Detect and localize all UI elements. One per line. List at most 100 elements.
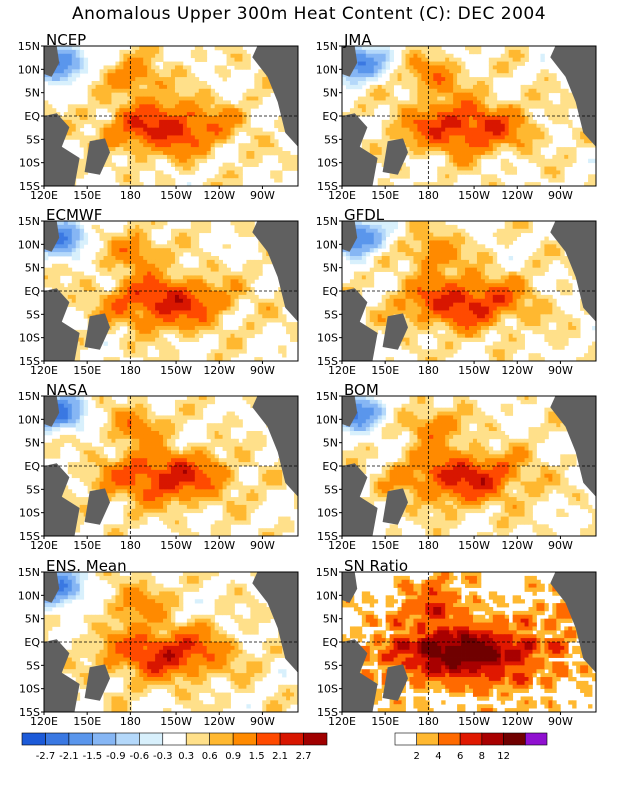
- heat-cell: [174, 267, 180, 272]
- heat-cell: [75, 166, 81, 171]
- heat-cell: [433, 69, 438, 74]
- heat-cell: [572, 147, 577, 152]
- heat-cell: [377, 244, 383, 249]
- heat-cell: [469, 170, 474, 175]
- heat-cell: [159, 88, 164, 94]
- heat-cell: [409, 143, 414, 148]
- heat-cell: [143, 236, 148, 241]
- heat-cell: [453, 228, 458, 234]
- heat-cell: [520, 135, 525, 140]
- heat-cell: [111, 294, 116, 300]
- heat-cell: [111, 302, 116, 307]
- heat-cell: [75, 53, 81, 59]
- heat-cell: [218, 287, 223, 292]
- heat-cell: [171, 123, 176, 129]
- heat-cell: [135, 236, 140, 241]
- heat-cell: [568, 92, 573, 97]
- heat-cell: [75, 279, 81, 284]
- heat-cell: [238, 345, 243, 350]
- heat-cell: [457, 84, 462, 90]
- heat-cell: [103, 294, 108, 300]
- heat-cell: [67, 112, 73, 117]
- heat-cell: [206, 147, 212, 152]
- heat-cell: [79, 341, 85, 346]
- land-mask: [342, 113, 378, 186]
- heat-cell: [214, 318, 220, 323]
- heat-cell: [500, 158, 506, 164]
- heat-cell: [389, 96, 394, 101]
- heat-cell: [119, 302, 124, 307]
- heat-cell: [206, 92, 212, 97]
- heat-cell: [373, 100, 379, 105]
- heat-cell: [381, 244, 387, 249]
- heat-cell: [143, 232, 148, 237]
- heat-cell: [107, 162, 112, 167]
- heat-cell: [548, 100, 553, 105]
- heat-cell: [182, 228, 188, 234]
- heat-cell: [508, 73, 514, 78]
- heat-cell: [87, 88, 93, 94]
- heat-cell: [449, 92, 454, 97]
- heat-cell: [151, 329, 156, 335]
- heat-cell: [488, 127, 494, 132]
- heat-cell: [135, 182, 140, 187]
- heat-cell: [67, 232, 73, 237]
- heat-cell: [492, 73, 498, 78]
- heat-cell: [91, 135, 96, 140]
- heat-cell: [413, 240, 418, 245]
- heat-cell: [453, 248, 458, 253]
- heat-cell: [107, 143, 112, 148]
- heat-cell: [238, 49, 243, 55]
- heat-cell: [159, 259, 164, 265]
- heat-cell: [445, 147, 450, 152]
- heat-cell: [258, 139, 263, 144]
- heat-cell: [429, 53, 434, 59]
- heat-cell: [369, 88, 375, 94]
- heat-cell: [107, 252, 112, 257]
- heat-cell: [250, 333, 255, 339]
- y-tick-label: 5N: [25, 87, 40, 100]
- heat-cell: [278, 287, 283, 292]
- y-tick-label: 10N: [18, 63, 40, 76]
- heat-cell: [186, 275, 192, 280]
- heat-cell: [123, 182, 128, 187]
- heat-cell: [254, 73, 259, 78]
- heat-cell: [294, 166, 299, 171]
- heat-cell: [389, 57, 394, 62]
- heat-cell: [182, 73, 188, 78]
- heat-cell: [87, 116, 93, 121]
- heat-cell: [71, 69, 77, 74]
- heat-cell: [345, 252, 351, 257]
- heat-cell: [417, 248, 422, 253]
- heat-cell: [194, 162, 200, 167]
- heat-cell: [417, 73, 422, 78]
- heat-cell: [365, 57, 371, 62]
- heat-cell: [202, 256, 208, 261]
- heat-cell: [171, 357, 176, 362]
- heat-cell: [115, 100, 120, 105]
- heat-cell: [461, 92, 466, 97]
- heat-cell: [178, 116, 184, 121]
- heat-cell: [385, 49, 391, 55]
- heat-cell: [206, 357, 212, 362]
- heat-cell: [178, 162, 184, 167]
- heat-cell: [385, 92, 391, 97]
- heat-cell: [457, 158, 462, 164]
- heat-cell: [461, 116, 466, 121]
- heat-cell: [143, 349, 148, 354]
- heat-cell: [445, 154, 450, 160]
- heat-cell: [222, 294, 227, 300]
- heat-cell: [127, 139, 132, 144]
- heat-cell: [413, 119, 418, 125]
- heat-cell: [87, 294, 93, 300]
- heat-cell: [342, 73, 347, 78]
- heat-cell: [433, 81, 438, 86]
- heat-cell: [123, 73, 128, 78]
- heat-cell: [182, 81, 188, 86]
- heat-cell: [139, 96, 144, 101]
- heat-cell: [63, 112, 69, 117]
- heat-cell: [178, 298, 184, 304]
- heat-cell: [353, 100, 359, 105]
- heat-cell: [254, 151, 259, 156]
- heat-cell: [381, 131, 387, 136]
